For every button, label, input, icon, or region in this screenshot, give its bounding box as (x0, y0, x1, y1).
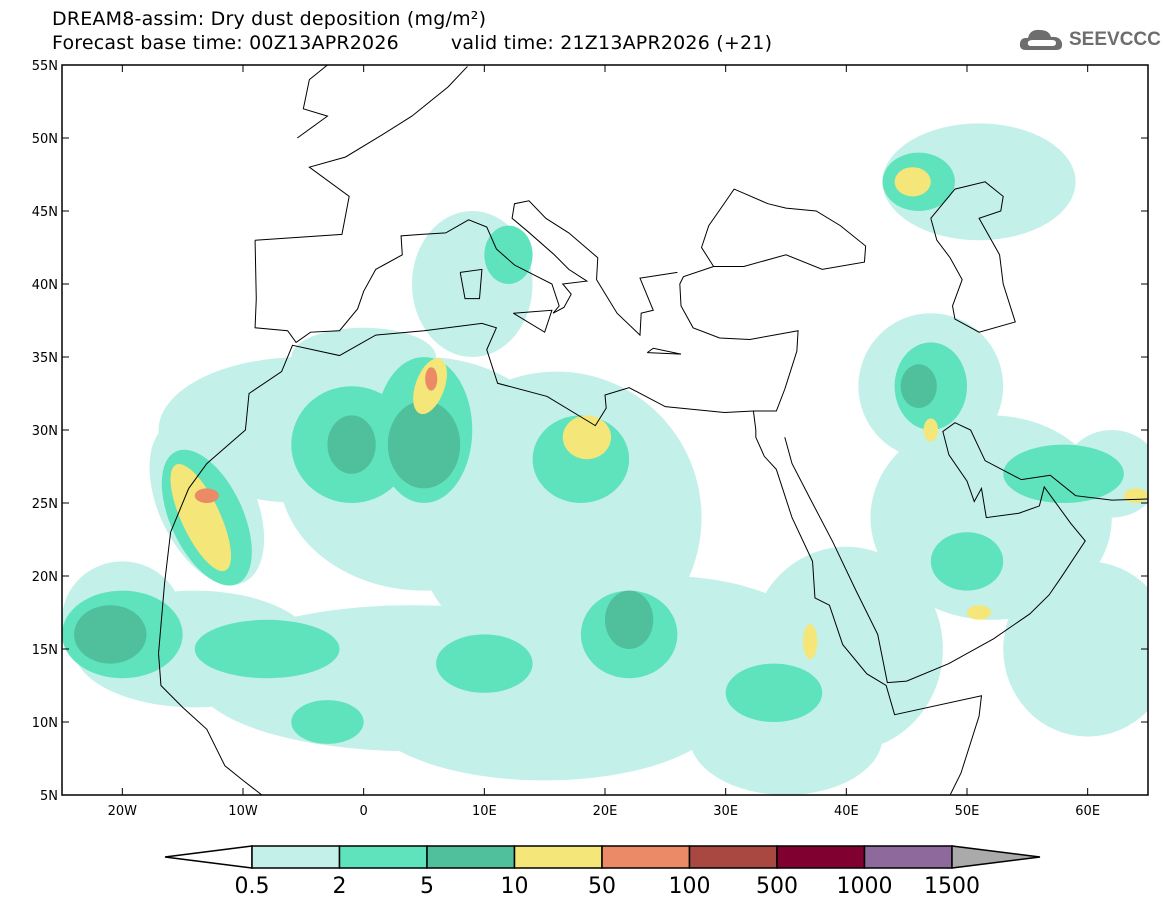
coastline (158, 188, 867, 654)
dust-contour (170, 464, 232, 572)
coastline (513, 309, 553, 333)
lat-tick-label: 10N (32, 716, 58, 731)
dust-contour (562, 415, 612, 460)
lat-tick-label: 5N (40, 789, 58, 804)
dust-contour (882, 123, 1076, 241)
dust-contour (967, 605, 992, 620)
dust-contour (74, 605, 147, 664)
lon-tick-label: 30E (713, 804, 738, 819)
coastline (459, 268, 483, 300)
lon-tick-label: 50E (955, 804, 980, 819)
map-title: DREAM8-assim: Dry dust deposition (mg/m²… (52, 8, 487, 30)
colorbar-segment (776, 845, 866, 869)
dust-contour (291, 700, 364, 744)
lat-tick-label: 50N (32, 132, 58, 147)
lat-tick-label: 35N (32, 351, 58, 366)
colorbar-label: 5 (420, 874, 434, 899)
colorbar-segment (338, 845, 428, 869)
colorbar-segment (863, 845, 953, 869)
dust-contour (1123, 488, 1148, 504)
valid-time: valid time: 21Z13APR2026 (+21) (450, 32, 773, 54)
lon-tick-label: 10W (228, 804, 258, 819)
coastline (784, 422, 1148, 684)
dust-field (62, 123, 1148, 795)
lat-tick-label: 15N (32, 643, 58, 658)
dust-contour (725, 663, 823, 722)
coastline (297, 65, 329, 139)
dust-contour (894, 167, 931, 197)
lon-tick-label: 0 (360, 804, 368, 819)
dust-contour (484, 225, 533, 284)
colorbar-label: 0.5 (235, 874, 270, 899)
dust-contour (327, 415, 376, 474)
lon-tick-label: 20W (108, 804, 138, 819)
logo-text: SEEVCCC (1069, 29, 1161, 50)
dust-contour (387, 400, 461, 489)
colorbar-segment (513, 845, 603, 869)
lat-tick-label: 40N (32, 278, 58, 293)
dust-contour (605, 590, 654, 649)
colorbar-label: 2 (333, 874, 347, 899)
colorbar-segment (601, 845, 691, 869)
colorbar-over-triangle (951, 845, 1041, 869)
colorbar-segment (688, 845, 778, 869)
coastline (646, 347, 682, 355)
dust-contour (930, 532, 1004, 591)
dust-contour (194, 619, 340, 679)
colorbar-segment (251, 845, 341, 869)
seevccc-logo: SEEVCCC (1018, 26, 1161, 54)
coastline (930, 181, 1016, 333)
coastline (752, 410, 983, 795)
colorbar-label: 1500 (924, 874, 980, 899)
lat-tick-label: 45N (32, 205, 58, 220)
base-time: Forecast base time: 00Z13APR2026 (52, 32, 399, 54)
dust-contour (436, 634, 533, 693)
coastlines (158, 65, 1148, 795)
coastline (158, 653, 263, 795)
dust-contour (1003, 561, 1148, 737)
colorbar-segment (426, 845, 516, 869)
colorbar-label: 500 (756, 874, 798, 899)
dust-contour (802, 624, 818, 660)
lon-tick-label: 10E (472, 804, 497, 819)
colorbar-label: 50 (588, 874, 616, 899)
lat-tick-label: 25N (32, 497, 58, 512)
colorbar: 0.5 2 5 10 50 100 500 1000 1500 (164, 845, 1041, 899)
map-subtitle: Forecast base time: 00Z13APR2026 valid ti… (52, 32, 772, 54)
dust-contour (194, 488, 219, 504)
cloud-icon (1019, 29, 1063, 50)
lon-tick-label: 60E (1075, 804, 1100, 819)
colorbar-label: 10 (501, 874, 529, 899)
lon-tick-label: 20E (593, 804, 618, 819)
colorbar-under-triangle (164, 845, 253, 869)
dust-contour (923, 418, 939, 442)
dust-contour (900, 364, 937, 409)
dust-contour (1003, 444, 1124, 503)
dust-contour (425, 367, 438, 391)
lat-tick-label: 55N (32, 59, 58, 74)
lat-tick-label: 20N (32, 570, 58, 585)
coastline (254, 200, 678, 344)
lat-tick-label: 30N (32, 424, 58, 439)
lon-tick-label: 40E (834, 804, 859, 819)
axis-ticks: 20W 10W 0 10E 20E 30E 40E 50E 60E 55N 50N 45N 40N 35N… (32, 59, 1148, 819)
colorbar-label: 100 (669, 874, 711, 899)
colorbar-label: 1000 (837, 874, 893, 899)
dust-contour (363, 634, 726, 781)
coastline (255, 66, 468, 241)
